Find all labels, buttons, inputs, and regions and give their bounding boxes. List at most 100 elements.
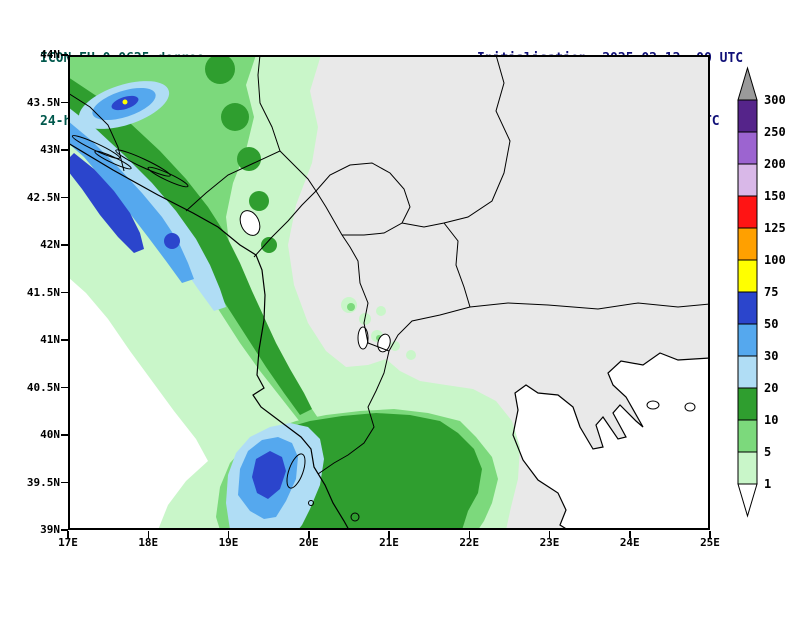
lat-tick <box>61 529 68 531</box>
border-bulgaria-greece <box>469 302 710 310</box>
colorbar-segment <box>737 387 758 421</box>
lon-tick <box>548 531 551 538</box>
lat-tick <box>61 291 68 294</box>
lat-label: 39N <box>40 523 60 536</box>
lakes <box>239 210 391 353</box>
lat-tick <box>61 244 68 246</box>
colorbar-over-arrow <box>737 66 758 101</box>
lat-tick <box>61 386 68 389</box>
lake-shkodra <box>239 210 261 236</box>
precip-cell <box>237 147 261 171</box>
island-aegean <box>646 400 660 410</box>
border-albania-greece <box>317 350 390 475</box>
colorbar-svg: 1 5 10 20 30 50 75 100 125 150 200 250 300 <box>737 66 786 518</box>
precip-spot <box>376 306 386 316</box>
colorbar-label: 125 <box>764 221 786 235</box>
country-borders <box>68 55 710 475</box>
border-albania-macedonia <box>341 234 390 352</box>
border-serbia-montenegro <box>279 150 317 192</box>
precip-cell <box>221 103 249 131</box>
colorbar: 1 5 10 20 30 50 75 100 125 150 200 250 300 <box>737 66 799 522</box>
lat-label: 40.5N <box>26 380 60 394</box>
lon-tick <box>629 531 631 538</box>
lon-label: 18E <box>138 536 159 549</box>
lon-tick <box>709 531 711 538</box>
precip-spot <box>390 341 400 351</box>
precip-spot <box>406 350 416 360</box>
colorbar-under-arrow <box>737 483 758 518</box>
map-canvas <box>68 55 710 530</box>
island-paxos <box>308 500 314 506</box>
island-outline <box>94 150 132 170</box>
lon-tick <box>227 531 230 538</box>
colorbar-label: 200 <box>764 157 786 171</box>
lat-tick <box>61 481 68 484</box>
lon-label: 19E <box>218 536 239 549</box>
lat-label: 41N <box>40 333 60 346</box>
colorbar-segment <box>737 99 758 133</box>
island-lefkada <box>350 512 360 522</box>
precip-cell <box>261 237 277 253</box>
colorbar-segment <box>737 291 758 325</box>
colorbar-label: 50 <box>764 317 778 331</box>
map-frame-border <box>68 55 710 530</box>
border-macedonia-greece <box>388 306 471 352</box>
colorbar-label: 5 <box>764 445 771 459</box>
border-croatia-bosnia <box>68 92 125 172</box>
colorbar-segment <box>737 163 758 197</box>
island-outline <box>71 135 121 159</box>
lon-label: 21E <box>379 536 399 549</box>
lat-label: 42N <box>40 238 60 251</box>
colorbar-segment <box>737 323 758 357</box>
map-svg <box>68 55 710 530</box>
precip-cell <box>249 191 269 211</box>
border-albania-kosovo <box>315 190 343 236</box>
lat-label: 41.5N <box>26 285 60 299</box>
lat-label: 39.5N <box>26 475 60 489</box>
lon-label: 24E <box>619 536 640 549</box>
precipitation-shading <box>68 55 520 530</box>
lat-label: 42.5N <box>26 190 60 204</box>
border-serbia-macedonia <box>401 222 445 228</box>
colorbar-label: 150 <box>764 189 786 203</box>
lon-tick <box>67 531 69 538</box>
lon-label: 23E <box>539 536 560 549</box>
lon-label: 25E <box>700 536 720 549</box>
border-macedonia-bulgaria <box>443 222 471 308</box>
precip-spot <box>347 303 355 311</box>
lat-label: 40N <box>40 428 60 441</box>
lat-tick <box>61 434 68 436</box>
colorbar-segment <box>737 195 758 229</box>
colorbar-label: 20 <box>764 381 778 395</box>
lon-tick <box>147 531 149 538</box>
colorbar-label: 250 <box>764 125 786 139</box>
island-corfu <box>286 453 306 489</box>
colorbar-segment <box>737 419 758 453</box>
precip-max-nw <box>68 153 144 253</box>
colorbar-label: 100 <box>764 253 786 267</box>
lon-tick <box>388 531 390 538</box>
colorbar-segment <box>737 131 758 165</box>
lon-label: 17E <box>58 536 78 549</box>
island-outline <box>115 149 171 177</box>
lon-label: 22E <box>459 536 480 549</box>
colorbar-segment <box>737 355 758 389</box>
lon-tick <box>468 531 470 538</box>
colorbar-label: 300 <box>764 93 786 107</box>
border-kosovo <box>315 162 411 236</box>
precip-max-south <box>252 451 286 499</box>
colorbar-segment <box>737 451 758 485</box>
colorbar-label: 1 <box>764 477 771 491</box>
precip-cell <box>205 55 235 84</box>
island-aegean <box>684 402 696 412</box>
colorbar-label: 75 <box>764 285 778 299</box>
border-serbia-bulgaria <box>443 55 511 224</box>
lat-tick <box>61 339 68 341</box>
colorbar-label: 10 <box>764 413 778 427</box>
lon-label: 20E <box>298 536 319 549</box>
lon-tick <box>308 531 310 538</box>
colorbar-segment <box>737 259 758 293</box>
border-montenegro-albania <box>253 190 317 258</box>
lat-tick <box>61 196 68 199</box>
